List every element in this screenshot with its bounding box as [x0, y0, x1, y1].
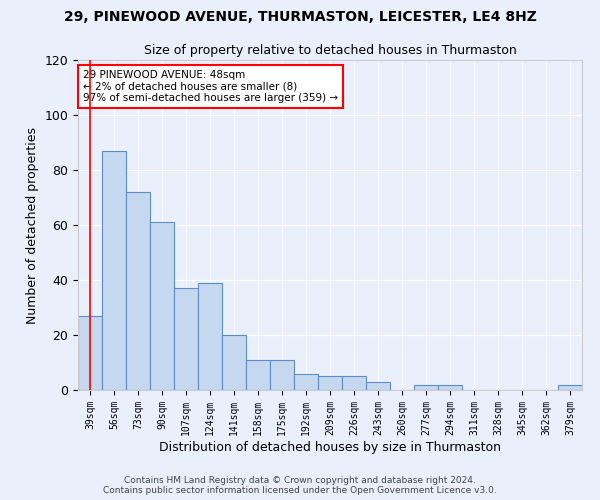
Title: Size of property relative to detached houses in Thurmaston: Size of property relative to detached ho… — [143, 44, 517, 58]
Bar — [126, 192, 150, 390]
Bar — [366, 382, 390, 390]
Bar — [438, 384, 462, 390]
Bar — [558, 384, 582, 390]
Bar — [270, 360, 294, 390]
Bar — [294, 374, 318, 390]
Bar — [414, 384, 438, 390]
Y-axis label: Number of detached properties: Number of detached properties — [26, 126, 39, 324]
Text: 29, PINEWOOD AVENUE, THURMASTON, LEICESTER, LE4 8HZ: 29, PINEWOOD AVENUE, THURMASTON, LEICEST… — [64, 10, 536, 24]
Bar — [198, 283, 222, 390]
Bar — [342, 376, 366, 390]
Bar — [318, 376, 342, 390]
Bar — [150, 222, 174, 390]
Bar — [102, 151, 126, 390]
Bar — [174, 288, 198, 390]
Text: Contains HM Land Registry data © Crown copyright and database right 2024.
Contai: Contains HM Land Registry data © Crown c… — [103, 476, 497, 495]
Bar — [246, 360, 270, 390]
Bar — [222, 335, 246, 390]
Text: 29 PINEWOOD AVENUE: 48sqm
← 2% of detached houses are smaller (8)
97% of semi-de: 29 PINEWOOD AVENUE: 48sqm ← 2% of detach… — [83, 70, 338, 103]
Bar — [78, 316, 102, 390]
X-axis label: Distribution of detached houses by size in Thurmaston: Distribution of detached houses by size … — [159, 440, 501, 454]
